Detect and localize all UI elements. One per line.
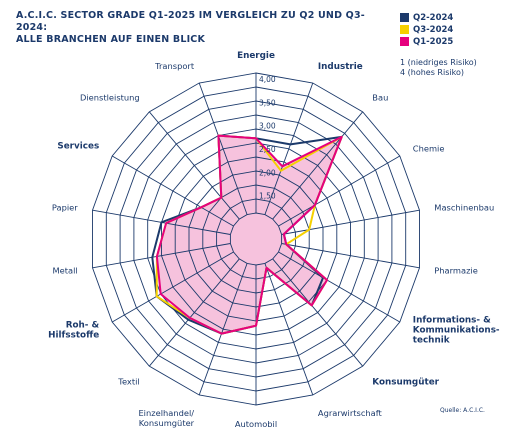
grid-spoke — [148, 258, 240, 367]
radar-area-q1-2025 — [156, 135, 342, 334]
category-label-energie: Energie — [237, 51, 275, 61]
category-label-line: Bau — [372, 92, 388, 102]
grid-spoke — [148, 111, 240, 220]
category-label-industrie: Industrie — [318, 62, 363, 72]
grid-spoke — [281, 243, 420, 269]
category-label-line: Konsumgüter — [372, 378, 439, 388]
category-label-bau: Bau — [372, 92, 388, 102]
category-label-transport: Transport — [154, 61, 195, 71]
legend-swatch-q1-2025 — [400, 37, 409, 46]
category-label-metall: Metall — [52, 265, 77, 275]
legend-item-q1-2025: Q1-2025 — [400, 36, 510, 47]
category-label-line: Chemie — [413, 144, 445, 154]
grid-spoke — [92, 243, 231, 269]
grid-spoke — [281, 209, 420, 235]
source-note: Quelle: A.C.I.C. — [440, 407, 485, 414]
category-label-chemie: Chemie — [413, 144, 445, 154]
tick-label: 2,00 — [259, 168, 276, 177]
grid-spoke — [111, 251, 234, 323]
category-label-einzelhandel-konsumgüter: Einzelhandel/Konsumgüter — [138, 408, 194, 428]
category-label-line: Hilfsstoffe — [48, 331, 99, 341]
tick-label: 2,50 — [259, 145, 276, 154]
category-label-maschinenbau: Maschinenbau — [434, 203, 494, 213]
category-label-line: Energie — [237, 51, 275, 61]
category-label-dienstleistung: Dienstleistung — [80, 92, 140, 102]
legend: Q2-2024 Q3-2024 Q1-2025 — [400, 12, 510, 48]
grid-spoke — [278, 251, 401, 323]
category-label-konsumgüter: Konsumgüter — [372, 378, 439, 388]
category-label-roh-hilfsstoffe: Roh- & Hilfsstoffe — [48, 321, 99, 341]
category-label-line: Roh- & — [66, 321, 100, 331]
category-label-line: Kommunikations- — [413, 326, 500, 336]
legend-swatch-q3-2024 — [400, 25, 409, 34]
category-label-automobil: Automobil — [235, 419, 277, 429]
tick-label: 3,00 — [259, 122, 276, 131]
grid-spoke — [264, 82, 314, 215]
category-label-papier: Papier — [52, 203, 78, 213]
grid-spoke — [272, 258, 364, 367]
category-label-line: Informations- & — [413, 316, 491, 326]
grid-spoke — [264, 263, 314, 396]
scale-note: 1 (niedriges Risiko) 4 (hohes Risiko) — [400, 58, 510, 78]
category-label-line: technik — [413, 336, 451, 346]
category-label-line: Services — [57, 142, 99, 152]
legend-label-q1-2025: Q1-2025 — [413, 36, 454, 47]
tick-label: 4,00 — [259, 75, 276, 84]
legend-label-q2-2024: Q2-2024 — [413, 12, 454, 23]
tick-label: 3,50 — [259, 98, 276, 107]
category-label-services: Services — [57, 142, 99, 152]
category-label-line: Agrarwirtschaft — [318, 408, 383, 418]
grid-spoke — [111, 155, 234, 227]
category-label-line: Maschinenbau — [434, 203, 494, 213]
grid-spoke — [272, 111, 364, 220]
legend-item-q3-2024: Q3-2024 — [400, 24, 510, 35]
category-label-pharmazie: Pharmazie — [434, 265, 478, 275]
category-label-line: Einzelhandel/ — [138, 408, 194, 418]
category-label-agrarwirtschaft: Agrarwirtschaft — [318, 408, 383, 418]
category-label-line: Pharmazie — [434, 265, 478, 275]
category-label-line: Papier — [52, 203, 78, 213]
category-label-line: Automobil — [235, 419, 277, 429]
category-label-line: Metall — [52, 265, 77, 275]
category-label-line: Textil — [117, 377, 139, 387]
category-label-line: Konsumgüter — [139, 418, 195, 428]
legend-swatch-q2-2024 — [400, 13, 409, 22]
radar-line-q1-2025 — [155, 134, 343, 335]
tick-label: 1,50 — [259, 192, 276, 201]
legend-label-q3-2024: Q3-2024 — [413, 24, 454, 35]
category-label-line: Transport — [154, 61, 195, 71]
grid-spoke — [198, 263, 248, 396]
grid-spoke — [278, 155, 401, 227]
grid-spoke — [198, 82, 248, 215]
scale-note-low: 1 (niedriges Risiko) — [400, 58, 477, 67]
chart-title-line-2: ALLE BRANCHEN AUF EINEN BLICK — [16, 34, 206, 45]
scale-note-high: 4 (hohes Risiko) — [400, 68, 464, 77]
category-label-line: Industrie — [318, 62, 363, 72]
category-label-line: Dienstleistung — [80, 92, 140, 102]
category-label-informations-kommunikations-technik: Informations- & Kommunikations-technik — [413, 316, 500, 346]
legend-item-q2-2024: Q2-2024 — [400, 12, 510, 23]
category-label-textil: Textil — [117, 377, 139, 387]
chart-title: A.C.I.C. SECTOR GRADE Q1-2025 IM VERGLEI… — [16, 10, 376, 46]
chart-title-line-1: A.C.I.C. SECTOR GRADE Q1-2025 IM VERGLEI… — [16, 10, 365, 33]
